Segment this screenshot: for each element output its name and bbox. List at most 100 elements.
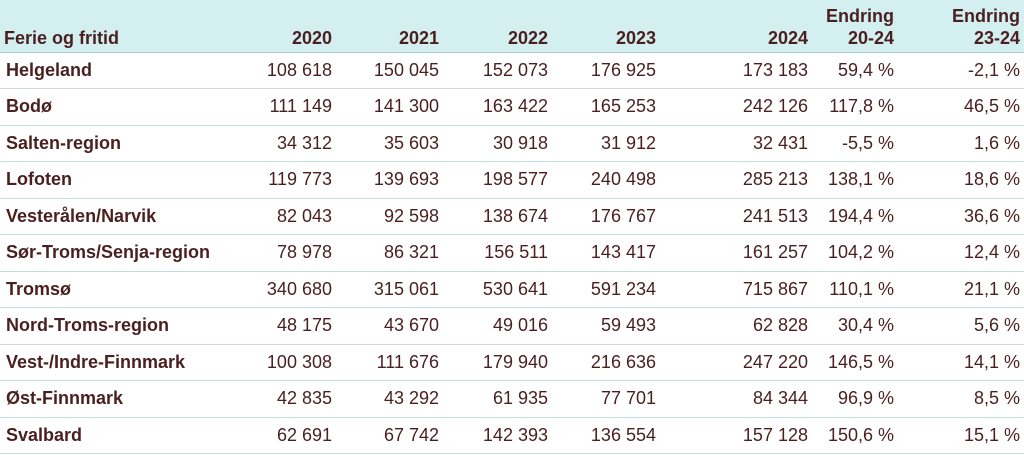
value-2024: 157 128: [660, 417, 812, 454]
value-2024: 32 431: [660, 125, 812, 162]
value-2021: 141 300: [336, 88, 443, 126]
value-2023: 31 912: [552, 125, 660, 162]
region-name: Nord-Troms-region: [0, 307, 236, 345]
value-2020: 34 312: [236, 125, 336, 162]
value-2020: 119 773: [236, 161, 336, 199]
value-2022: 152 073: [443, 52, 552, 89]
value-2020: 82 043: [236, 198, 336, 235]
table-row: Vest-/Indre-Finnmark 100 308 111 676 179 94…: [0, 344, 1024, 381]
value-2023: 59 493: [552, 307, 660, 345]
value-2023: 77 701: [552, 380, 660, 418]
table-row: Helgeland 108 618 150 045 152 073 176 925 173…: [0, 52, 1024, 89]
table-row: Lofoten 119 773 139 693 198 577 240 498 285 2…: [0, 161, 1024, 199]
header-change-23-24-line2: 23-24: [973, 27, 1020, 48]
value-2023: 176 767: [552, 198, 660, 235]
region-name: Helgeland: [0, 52, 236, 89]
change-20-24: 138,1 %: [812, 161, 898, 199]
change-20-24: 59,4 %: [812, 52, 898, 89]
value-2021: 139 693: [336, 161, 443, 199]
header-2023: 2023: [552, 0, 660, 53]
header-2024: 2024: [660, 0, 812, 53]
value-2023: 136 554: [552, 417, 660, 454]
value-2020: 42 835: [236, 380, 336, 418]
change-20-24: 117,8 %: [812, 88, 898, 126]
value-2023: 216 636: [552, 344, 660, 381]
value-2021: 43 670: [336, 307, 443, 345]
change-23-24: -2,1 %: [898, 52, 1024, 89]
region-name: Øst-Finnmark: [0, 380, 236, 418]
header-2021: 2021: [336, 0, 443, 53]
value-2021: 35 603: [336, 125, 443, 162]
value-2022: 61 935: [443, 380, 552, 418]
value-2022: 142 393: [443, 417, 552, 454]
value-2024: 715 867: [660, 271, 812, 308]
value-2021: 150 045: [336, 52, 443, 89]
change-23-24: 46,5 %: [898, 88, 1024, 126]
region-name: Sør-Troms/Senja-region: [0, 234, 236, 272]
header-2020: 2020: [236, 0, 336, 53]
value-2024: 285 213: [660, 161, 812, 199]
header-category: Ferie og fritid: [0, 0, 236, 53]
region-name: Salten-region: [0, 125, 236, 162]
value-2021: 67 742: [336, 417, 443, 454]
region-name: Lofoten: [0, 161, 236, 199]
region-name: Tromsø: [0, 271, 236, 308]
header-change-20-24: Endring 20-24: [812, 0, 898, 53]
change-23-24: 12,4 %: [898, 234, 1024, 272]
change-23-24: 5,6 %: [898, 307, 1024, 345]
table-body: Helgeland 108 618 150 045 152 073 176 925 173…: [0, 52, 1024, 454]
value-2022: 30 918: [443, 125, 552, 162]
header-change-23-24: Endring 23-24: [898, 0, 1024, 53]
change-23-24: 15,1 %: [898, 417, 1024, 454]
value-2022: 198 577: [443, 161, 552, 199]
change-23-24: 1,6 %: [898, 125, 1024, 162]
value-2023: 143 417: [552, 234, 660, 272]
change-23-24: 36,6 %: [898, 198, 1024, 235]
table-header: Ferie og fritid 2020 2021 2022 2023 2024…: [0, 0, 1024, 53]
value-2024: 173 183: [660, 52, 812, 89]
value-2021: 92 598: [336, 198, 443, 235]
change-20-24: 150,6 %: [812, 417, 898, 454]
value-2022: 156 511: [443, 234, 552, 272]
table-row: Tromsø 340 680 315 061 530 641 591 234 715 86…: [0, 271, 1024, 308]
value-2023: 176 925: [552, 52, 660, 89]
header-change-20-24-line2: 20-24: [847, 27, 894, 48]
value-2020: 340 680: [236, 271, 336, 308]
value-2022: 179 940: [443, 344, 552, 381]
change-20-24: 30,4 %: [812, 307, 898, 345]
change-23-24: 8,5 %: [898, 380, 1024, 418]
value-2020: 111 149: [236, 88, 336, 126]
value-2020: 108 618: [236, 52, 336, 89]
value-2024: 247 220: [660, 344, 812, 381]
value-2024: 62 828: [660, 307, 812, 345]
value-2022: 49 016: [443, 307, 552, 345]
change-20-24: 110,1 %: [812, 271, 898, 308]
value-2023: 240 498: [552, 161, 660, 199]
table-row: Sør-Troms/Senja-region 78 978 86 321 156 51…: [0, 234, 1024, 272]
change-20-24: 104,2 %: [812, 234, 898, 272]
region-name: Bodø: [0, 88, 236, 126]
value-2022: 138 674: [443, 198, 552, 235]
change-23-24: 14,1 %: [898, 344, 1024, 381]
change-23-24: 18,6 %: [898, 161, 1024, 199]
value-2020: 100 308: [236, 344, 336, 381]
table-row: Svalbard 62 691 67 742 142 393 136 554 157 12…: [0, 417, 1024, 454]
table-row: Nord-Troms-region 48 175 43 670 49 016 59 49…: [0, 307, 1024, 345]
value-2020: 78 978: [236, 234, 336, 272]
table-row: Salten-region 34 312 35 603 30 918 31 912 32 …: [0, 125, 1024, 162]
region-name: Vest-/Indre-Finnmark: [0, 344, 236, 381]
value-2020: 62 691: [236, 417, 336, 454]
table-row: Vesterålen/Narvik 82 043 92 598 138 674 176 …: [0, 198, 1024, 235]
header-row: Ferie og fritid 2020 2021 2022 2023 2024…: [0, 0, 1024, 53]
header-change-23-24-line1: Endring: [952, 5, 1020, 26]
change-20-24: 146,5 %: [812, 344, 898, 381]
value-2022: 530 641: [443, 271, 552, 308]
value-2021: 315 061: [336, 271, 443, 308]
header-2022: 2022: [443, 0, 552, 53]
value-2024: 161 257: [660, 234, 812, 272]
region-name: Vesterålen/Narvik: [0, 198, 236, 235]
header-change-20-24-line1: Endring: [826, 5, 894, 26]
change-20-24: 96,9 %: [812, 380, 898, 418]
value-2020: 48 175: [236, 307, 336, 345]
